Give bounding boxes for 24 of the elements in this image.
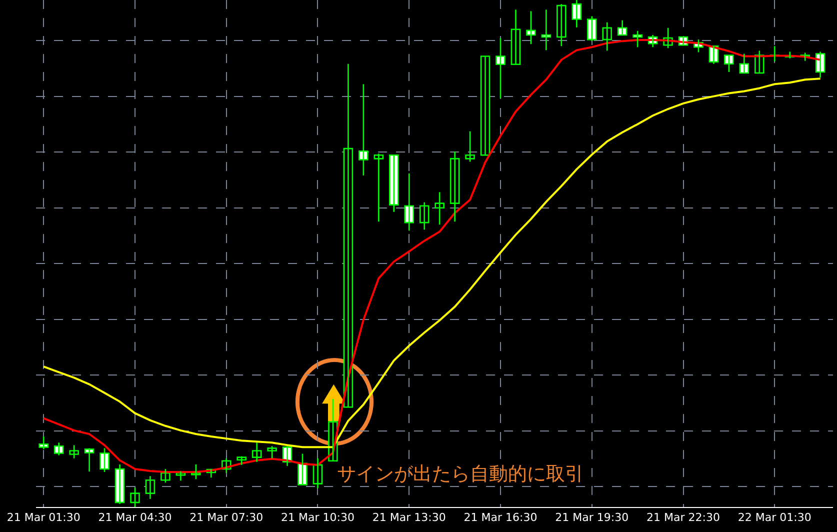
candlestick (496, 37, 506, 100)
candlestick (100, 448, 110, 473)
candlestick (38, 436, 48, 450)
x-tick-label: 21 Mar 13:30 (372, 511, 446, 524)
candlestick (434, 192, 444, 226)
x-tick-label: 22 Mar 01:30 (738, 511, 812, 524)
x-tick-label: 21 Mar 04:30 (98, 511, 172, 524)
candlestick (556, 3, 566, 47)
candlestick (160, 468, 170, 484)
candlestick (130, 487, 140, 507)
candlestick (236, 456, 246, 466)
candlestick (267, 446, 277, 459)
x-tick-label: 21 Mar 16:30 (464, 511, 538, 524)
x-tick-label: 21 Mar 10:30 (281, 511, 354, 524)
candlestick (480, 56, 490, 156)
x-tick-label: 21 Mar 22:30 (646, 511, 720, 524)
candlestick (358, 84, 368, 176)
annotation: サインが出たら自動的に取引 (337, 463, 584, 485)
x-tick-label: 21 Mar 19:30 (555, 511, 629, 524)
x-tick-label: 21 Mar 07:30 (190, 511, 264, 524)
candlestick (724, 54, 734, 73)
candlestick (465, 130, 475, 162)
candlestick (69, 444, 79, 459)
x-tick-label: 21 Mar 01:30 (6, 511, 80, 524)
